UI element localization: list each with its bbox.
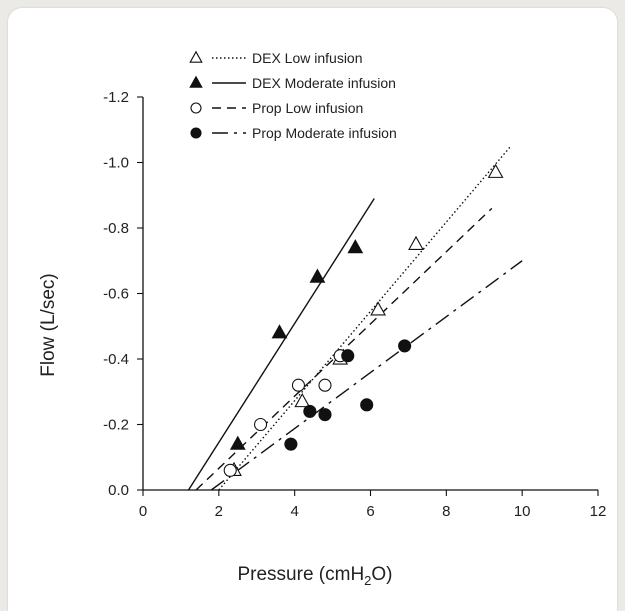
legend-marker-circle-filled xyxy=(191,128,201,138)
legend-marker-triangle-open xyxy=(190,52,202,62)
legend: DEX Low infusion DEX Moderate infusion Pro… xyxy=(190,50,397,141)
x-axis-label-main: Pressure (cmH xyxy=(237,564,364,585)
y-axis-label: Flow (L/sec) xyxy=(38,273,59,376)
legend-label: Prop Low infusion xyxy=(252,100,363,116)
legend-label: Prop Moderate infusion xyxy=(252,125,397,141)
x-tick-label: 10 xyxy=(514,503,531,520)
y-tick-label: 0.0 xyxy=(108,482,129,499)
data-point-triangle-filled xyxy=(231,437,245,449)
axes xyxy=(137,97,598,496)
data-point-triangle-open xyxy=(409,237,423,249)
data-point-circle-open xyxy=(319,379,331,391)
y-tick-label: -0.2 xyxy=(103,417,129,434)
legend-label: DEX Moderate infusion xyxy=(252,75,396,91)
y-tick-label: -0.8 xyxy=(103,220,129,237)
y-tick-label: -1.0 xyxy=(103,155,129,172)
data-point-triangle-filled xyxy=(348,240,362,252)
x-tick-label: 4 xyxy=(290,503,298,520)
data-point-circle-filled xyxy=(361,399,373,411)
y-tick-label: -0.6 xyxy=(103,286,129,303)
data-point-triangle-filled xyxy=(273,325,287,337)
x-axis-label-tail: O) xyxy=(371,564,392,585)
data-point-circle-filled xyxy=(285,438,297,450)
x-tick-label: 0 xyxy=(139,503,147,520)
legend-label: DEX Low infusion xyxy=(252,50,363,66)
x-axis-label-sub: 2 xyxy=(364,573,371,588)
data-point-triangle-filled xyxy=(310,270,324,282)
x-tick-label: 12 xyxy=(590,503,607,520)
x-axis-label: Pressure (cmH2O) xyxy=(237,564,392,588)
fit-line-triangle-filled xyxy=(189,199,375,490)
fit-line-circle-filled xyxy=(211,261,522,490)
data-point-triangle-open xyxy=(371,302,385,314)
data-point-circle-filled xyxy=(304,405,316,417)
tick-labels: 0 2 4 6 8 10 12 0.0 -0.2 -0.4 -0.6 -0.8 -1.0 -1.2 xyxy=(103,89,606,520)
y-tick-label: -1.2 xyxy=(103,89,129,106)
x-tick-label: 8 xyxy=(442,503,450,520)
data-point-circle-open xyxy=(224,464,236,476)
data-markers xyxy=(224,165,502,476)
x-tick-label: 6 xyxy=(366,503,374,520)
data-point-circle-filled xyxy=(319,409,331,421)
legend-marker-triangle-filled xyxy=(190,77,202,87)
data-point-triangle-open xyxy=(489,165,503,177)
data-point-circle-filled xyxy=(399,340,411,352)
x-tick-label: 2 xyxy=(215,503,223,520)
data-point-circle-open xyxy=(292,379,304,391)
legend-marker-circle-open xyxy=(191,103,201,113)
data-point-circle-filled xyxy=(342,350,354,362)
data-point-triangle-open xyxy=(295,394,309,406)
fit-line-triangle-open xyxy=(219,146,511,490)
y-tick-label: -0.4 xyxy=(103,351,129,368)
data-point-circle-open xyxy=(255,419,267,431)
